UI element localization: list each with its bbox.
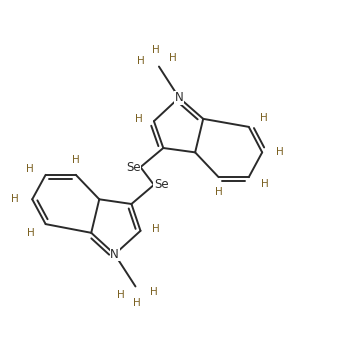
Text: H: H xyxy=(26,164,33,174)
Text: H: H xyxy=(150,287,158,298)
Text: H: H xyxy=(152,224,160,234)
Text: N: N xyxy=(175,91,184,104)
Text: H: H xyxy=(11,194,19,204)
Text: H: H xyxy=(215,187,222,197)
Text: H: H xyxy=(133,298,141,307)
Text: H: H xyxy=(135,114,143,124)
Text: H: H xyxy=(169,53,177,63)
Text: H: H xyxy=(72,155,80,165)
Text: H: H xyxy=(261,179,269,189)
Text: H: H xyxy=(152,46,160,55)
Text: Se: Se xyxy=(126,161,141,174)
Text: Se: Se xyxy=(154,178,169,191)
Text: H: H xyxy=(260,113,268,122)
Text: N: N xyxy=(110,248,119,261)
Text: H: H xyxy=(137,55,144,66)
Text: H: H xyxy=(27,228,34,239)
Text: H: H xyxy=(276,147,284,157)
Text: H: H xyxy=(117,290,124,300)
